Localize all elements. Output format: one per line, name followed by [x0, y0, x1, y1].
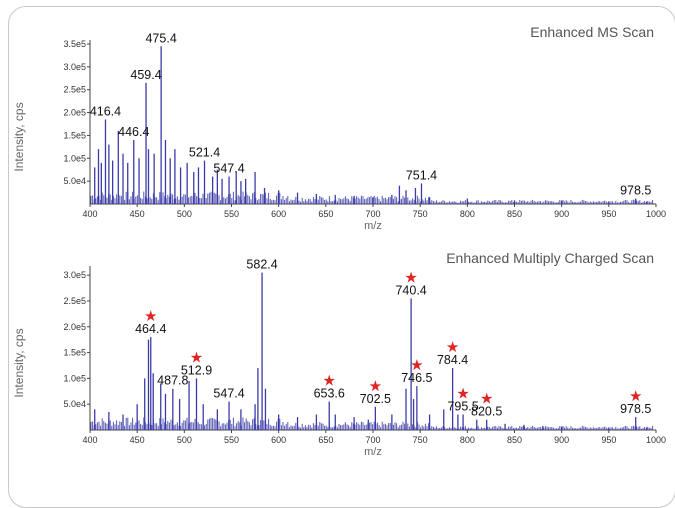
x-tick-label: 600: [271, 209, 286, 219]
peak-label: 746.5: [401, 371, 432, 385]
charge-state-star-icon: ★: [629, 388, 642, 405]
peak-label: 702.5: [360, 392, 391, 406]
x-tick-label: 500: [177, 209, 192, 219]
x-tick-label: 750: [413, 435, 428, 445]
x-tick-label: 450: [130, 435, 145, 445]
peak-label: 446.4: [118, 125, 149, 139]
y-tick-label: 2.5e5: [63, 85, 86, 95]
x-axis-label: m/z: [364, 220, 382, 232]
baseline-noise: [90, 417, 654, 430]
charge-state-star-icon: ★: [323, 373, 336, 390]
peak-label: 751.4: [406, 168, 437, 182]
y-tick-label: 3.0e5: [63, 62, 86, 72]
peak-label: 487.8: [157, 374, 188, 388]
peak-label: 547.4: [213, 162, 244, 176]
x-tick-label: 800: [460, 435, 475, 445]
peak-label: 547.4: [213, 387, 244, 401]
x-tick-label: 500: [177, 435, 192, 445]
peak-label: 582.4: [246, 258, 277, 272]
peak-label: 740.4: [395, 283, 426, 297]
y-tick-label: 2.0e5: [63, 108, 86, 118]
x-tick-label: 900: [554, 209, 569, 219]
x-axis-label: m/z: [364, 446, 382, 458]
x-tick-label: 1000: [646, 435, 666, 445]
y-tick-label: 2.0e5: [63, 322, 86, 332]
x-tick-label: 650: [318, 209, 333, 219]
x-tick-label: 700: [365, 209, 380, 219]
y-tick-label: 3.0e5: [63, 270, 86, 280]
x-tick-label: 400: [82, 435, 97, 445]
charge-state-star-icon: ★: [369, 378, 382, 395]
x-tick-label: 650: [318, 435, 333, 445]
y-tick-label: 2.5e5: [63, 296, 86, 306]
x-tick-label: 950: [601, 209, 616, 219]
peak-label: 416.4: [90, 104, 121, 118]
x-tick-label: 1000: [646, 209, 666, 219]
x-tick-label: 600: [271, 435, 286, 445]
x-tick-label: 800: [460, 209, 475, 219]
chart-title: Enhanced Multiply Charged Scan: [446, 250, 654, 266]
x-tick-label: 550: [224, 435, 239, 445]
x-tick-label: 750: [413, 209, 428, 219]
x-tick-label: 450: [130, 209, 145, 219]
x-tick-label: 900: [554, 435, 569, 445]
y-tick-label: 3.5e5: [63, 39, 86, 49]
spectrum-plot: 5.0e4 1.0e5 1.5e5 2.0e5 2.5e5 3.0e5 3.5e5 400 45…: [63, 31, 666, 232]
y-tick-label: 1.0e5: [63, 153, 86, 163]
peak-label: 459.4: [130, 68, 161, 82]
x-tick-label: 400: [82, 209, 97, 219]
x-tick-label: 850: [507, 435, 522, 445]
y-tick-label: 5.0e4: [63, 399, 86, 409]
peak-label: 795.5: [447, 400, 478, 414]
charge-state-star-icon: ★: [144, 308, 157, 325]
peak-label: 978.5: [620, 184, 651, 198]
charge-state-star-icon: ★: [410, 357, 423, 374]
charge-state-star-icon: ★: [446, 339, 459, 356]
peak-label: 653.6: [314, 387, 345, 401]
peak-label: 512.9: [181, 363, 212, 377]
peak-label: 475.4: [145, 31, 176, 45]
peak-label: 464.4: [135, 322, 166, 336]
x-tick-label: 550: [224, 209, 239, 219]
charge-state-star-icon: ★: [190, 349, 203, 366]
y-tick-label: 1.5e5: [63, 348, 86, 358]
x-tick-label: 850: [507, 209, 522, 219]
charge-state-star-icon: ★: [404, 269, 417, 286]
charge-state-star-icon: ★: [480, 391, 493, 408]
x-tick-label: 700: [365, 435, 380, 445]
peak-label: 978.5: [620, 402, 651, 416]
y-tick-label: 5.0e4: [63, 176, 86, 186]
peak-label: 820.5: [471, 405, 502, 419]
x-tick-label: 950: [601, 435, 616, 445]
chart-panel-enhanced-ms: Enhanced MS Scan Intensity, cps 5.0e4 1.0…: [8, 24, 668, 249]
y-tick-label: 1.0e5: [63, 373, 86, 383]
chart-panel-multiply-charged: Enhanced Multiply Charged Scan Intensity…: [8, 250, 668, 475]
chart-title: Enhanced MS Scan: [530, 24, 654, 40]
charge-state-star-icon: ★: [456, 386, 469, 403]
spectrum-plot: 5.0e4 1.0e5 1.5e5 2.0e5 2.5e5 3.0e5 400 450 500 5…: [63, 258, 666, 458]
y-tick-label: 1.5e5: [63, 130, 86, 140]
peak-label: 784.4: [437, 353, 468, 367]
peak-label: 521.4: [189, 146, 220, 160]
card-frame: [8, 6, 675, 508]
